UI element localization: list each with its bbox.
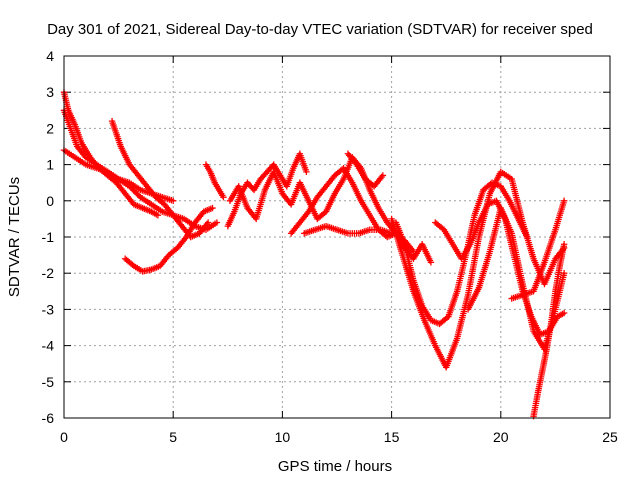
y-tick-label: 3 <box>46 84 54 100</box>
axis-ticks: 0 5 10 15 20 25 -6 -5 -4 -3 -2 -1 0 1 2 3 4 <box>42 48 618 445</box>
data-point <box>379 172 387 179</box>
data-point <box>560 241 568 248</box>
data-point <box>560 309 568 317</box>
grid-lines <box>64 56 610 418</box>
data-point <box>560 270 568 277</box>
x-tick-label: 5 <box>169 429 177 445</box>
plot-frame <box>63 55 611 419</box>
series-track-o <box>464 204 568 353</box>
data-point <box>220 193 227 201</box>
y-tick-label: -5 <box>42 374 55 390</box>
series-track-d <box>108 117 212 241</box>
series-track-j <box>301 222 395 237</box>
x-tick-label: 25 <box>602 429 618 445</box>
data-point <box>560 197 568 204</box>
data-point <box>303 168 310 176</box>
series-track-f <box>202 161 227 201</box>
data-point <box>410 248 417 255</box>
y-tick-label: 4 <box>46 48 54 64</box>
y-axis-label: SDTVAR / TECUs <box>6 177 23 297</box>
series-track-i <box>287 165 417 255</box>
data-point <box>204 219 212 226</box>
x-axis-label: GPS time / hours <box>278 458 392 475</box>
data-points <box>60 89 568 420</box>
data-point <box>209 204 216 212</box>
y-tick-label: -4 <box>42 338 55 354</box>
data-point <box>170 197 177 204</box>
x-tick-label: 20 <box>493 429 509 445</box>
series-track-k <box>344 150 387 190</box>
chart-title: Day 301 of 2021, Sidereal Day-to-day VTE… <box>47 21 593 38</box>
data-point <box>154 212 162 219</box>
x-tick-label: 10 <box>275 429 291 445</box>
data-point <box>213 219 221 226</box>
x-tick-label: 15 <box>384 429 400 445</box>
y-tick-label: -3 <box>42 301 55 317</box>
series-track-p <box>508 197 568 302</box>
series-track-q <box>530 241 568 420</box>
y-tick-label: -2 <box>42 265 55 281</box>
series-track-h <box>226 154 435 266</box>
x-tick-label: 0 <box>60 429 68 445</box>
data-point <box>129 261 136 268</box>
data-point <box>427 259 435 266</box>
y-tick-label: -6 <box>42 410 55 426</box>
y-tick-label: 2 <box>46 120 54 136</box>
y-tick-label: -1 <box>42 229 55 245</box>
series-track-e <box>121 204 216 275</box>
y-tick-label: 1 <box>46 157 54 173</box>
y-tick-label: 0 <box>46 193 54 209</box>
